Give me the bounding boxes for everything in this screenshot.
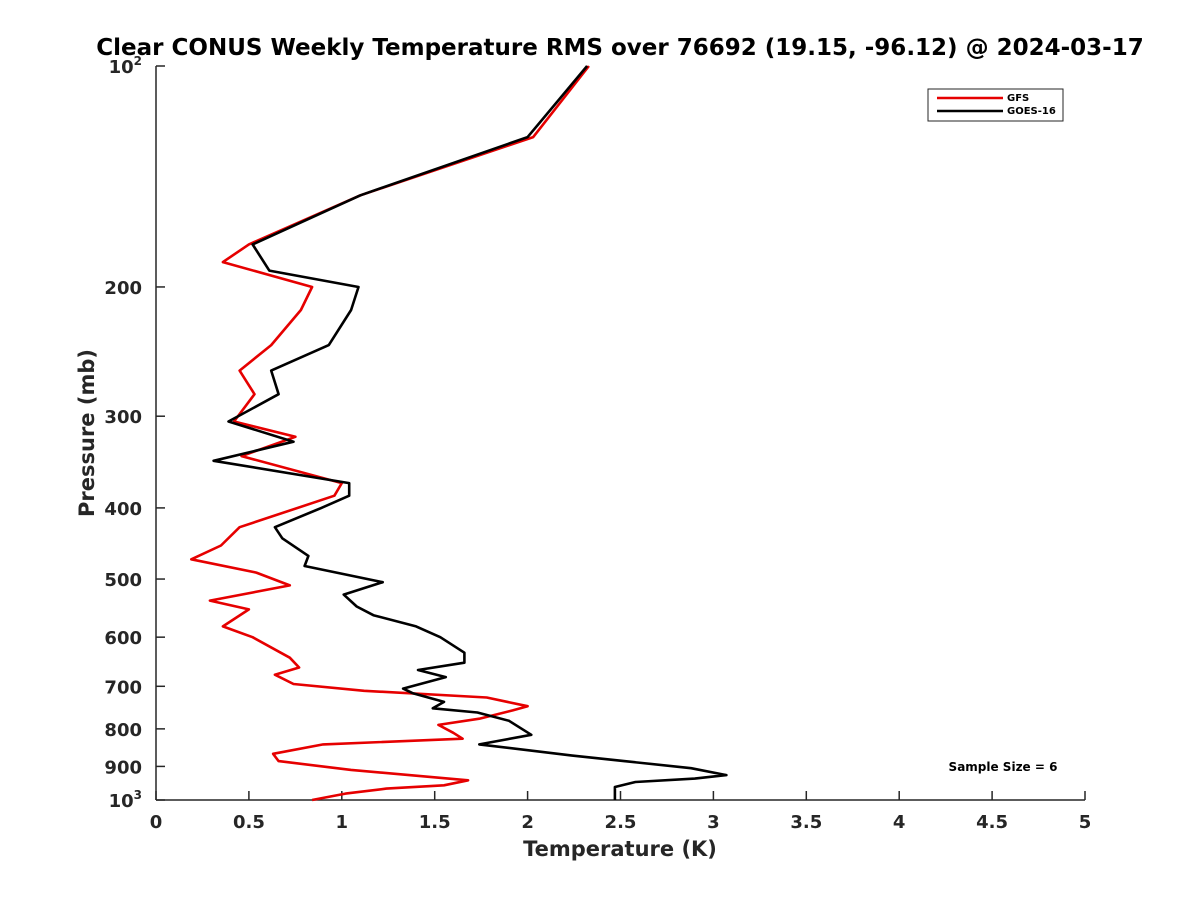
x-tick-label: 4: [893, 812, 906, 833]
y-axis-label: Pressure (mb): [75, 349, 99, 517]
y-tick-label: 800: [104, 720, 142, 741]
y-tick-label: 200: [104, 278, 142, 299]
x-tick-label: 3.5: [790, 812, 822, 833]
series-line-goes-16: [212, 65, 728, 800]
x-tick-label: 1: [336, 812, 349, 833]
y-tick-label: 500: [104, 570, 142, 591]
legend-box: [927, 88, 1064, 122]
x-tick-label: 4.5: [976, 812, 1008, 833]
legend-label-gfs: GFS: [1007, 93, 1029, 104]
y-tick-label: 400: [104, 499, 142, 520]
x-tick-label: 3: [707, 812, 720, 833]
series-line-gfs: [190, 65, 590, 802]
sample-size-annotation: Sample Size = 6: [949, 760, 1058, 774]
series-lines: [190, 65, 728, 802]
y-tick-label: 102: [109, 54, 142, 78]
chart-title: Clear CONUS Weekly Temperature RMS over …: [96, 35, 1143, 61]
x-tick-label: 0.5: [233, 812, 265, 833]
axes: [155, 66, 1085, 801]
y-tick-label: 600: [104, 628, 142, 649]
y-tick-label: 103: [109, 788, 142, 812]
y-tick-label: 300: [104, 407, 142, 428]
legend-label-goes-16: GOES-16: [1007, 106, 1056, 117]
x-tick-label: 5: [1079, 812, 1092, 833]
y-tick-label: 700: [104, 677, 142, 698]
x-tick-label: 1.5: [419, 812, 451, 833]
x-axis-label: Temperature (K): [523, 837, 717, 861]
y-tick-label: 900: [104, 757, 142, 778]
legend: GFS GOES-16: [927, 88, 1064, 122]
x-tick-label: 2.5: [605, 812, 637, 833]
x-tick-label: 2: [521, 812, 534, 833]
y-ticks: 102 200 300 400 500 600 700 800 900 103: [104, 54, 165, 812]
x-tick-label: 0: [150, 812, 163, 833]
x-ticks: 0 0.5 1 1.5 2 2.5 3 3.5 4 4.5 5: [150, 791, 1092, 833]
